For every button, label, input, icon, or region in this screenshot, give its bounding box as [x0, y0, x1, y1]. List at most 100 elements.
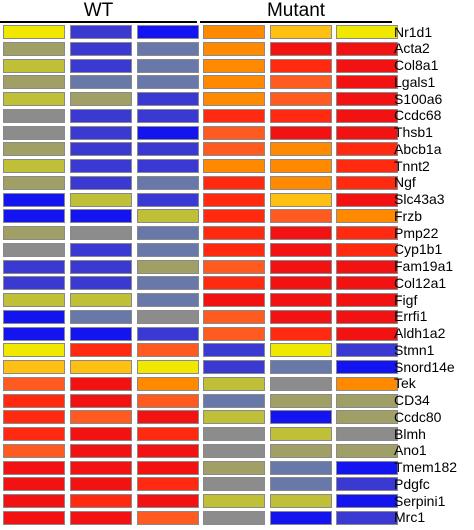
heatmap-cell [137, 41, 199, 56]
heatmap-cell [336, 175, 398, 190]
heatmap-cell [270, 226, 332, 240]
heatmap-cell [270, 108, 332, 123]
gene-label: Snord14e [394, 358, 455, 375]
heatmap-cell [3, 175, 65, 190]
heatmap-cell [3, 343, 65, 358]
heatmap-cell [3, 242, 65, 257]
heatmap-cell [70, 226, 132, 240]
heatmap-cell [3, 360, 65, 374]
heatmap-cell [336, 209, 398, 224]
heatmap-cell [3, 226, 65, 240]
heatmap-cell [70, 175, 132, 190]
heatmap-cell [336, 293, 398, 307]
heatmap-cell [70, 58, 132, 73]
heatmap-cell [270, 75, 332, 90]
gene-label: Ccdc80 [394, 408, 442, 425]
heatmap-cell [270, 92, 332, 106]
gene-label: CD34 [394, 392, 430, 408]
heatmap-cell [270, 159, 332, 173]
heatmap-cell [137, 393, 199, 408]
heatmap-cell [70, 460, 132, 475]
heatmap-cell [203, 410, 265, 425]
gene-label: Mrc1 [394, 509, 426, 526]
heatmap-cell [203, 192, 265, 207]
heatmap-cell [336, 477, 398, 492]
heatmap-cell [3, 293, 65, 307]
heatmap-cell [203, 293, 265, 307]
heatmap-cell [270, 360, 332, 374]
heatmap-cell [70, 326, 132, 341]
heatmap-cell [336, 192, 398, 207]
heatmap-cell [137, 226, 199, 240]
heatmap-cell [3, 326, 65, 341]
heatmap-cell [3, 75, 65, 90]
heatmap-cell [137, 410, 199, 425]
heatmap-cell [336, 460, 398, 475]
heatmap-cell [70, 259, 132, 274]
heatmap-cell [270, 376, 332, 391]
heatmap-cell [336, 25, 398, 39]
heatmap-cell [336, 326, 398, 341]
heatmap-cell [3, 494, 65, 508]
heatmap-cell [336, 494, 398, 508]
heatmap-cell [270, 460, 332, 475]
heatmap-cell [3, 41, 65, 56]
heatmap-cell [3, 108, 65, 123]
heatmap-cell [203, 343, 265, 358]
gene-label: Slc43a3 [394, 191, 445, 207]
heatmap-cell [70, 159, 132, 173]
heatmap-cell [137, 376, 199, 391]
gene-label: S100a6 [394, 90, 443, 107]
heatmap-cell [270, 41, 332, 56]
heatmap-cell [70, 276, 132, 291]
heatmap-cell [3, 376, 65, 391]
heatmap-cell [270, 443, 332, 458]
heatmap-cell [137, 460, 199, 475]
heatmap-cell [3, 58, 65, 73]
heatmap-cell [70, 477, 132, 492]
heatmap-cell [3, 443, 65, 458]
gene-label: Figf [394, 291, 418, 308]
heatmap-cell [203, 142, 265, 157]
heatmap-cell [137, 276, 199, 291]
heatmap-cell [270, 494, 332, 508]
heatmap-cell [336, 360, 398, 374]
heatmap-cell [3, 92, 65, 106]
heatmap-cell [203, 276, 265, 291]
heatmap-cell [70, 376, 132, 391]
heatmap-cell [270, 309, 332, 324]
heatmap-cell [137, 175, 199, 190]
heatmap-cell [137, 309, 199, 324]
heatmap-cell [3, 460, 65, 475]
heatmap-cell [137, 92, 199, 106]
heatmap-cell [270, 293, 332, 307]
heatmap-cell [270, 393, 332, 408]
gene-label: Col12a1 [394, 274, 447, 291]
heatmap-cell [70, 443, 132, 458]
gene-label: Frzb [394, 207, 422, 224]
heatmap-cell [270, 25, 332, 39]
heatmap-cell [336, 75, 398, 90]
heatmap-cell [203, 309, 265, 324]
heatmap-cell [70, 410, 132, 425]
heatmap-cell [203, 326, 265, 341]
gene-label: Stmn1 [394, 341, 435, 358]
heatmap-cell [137, 259, 199, 274]
heatmap-cell [336, 108, 398, 123]
gene-label: Ngf [394, 174, 416, 191]
heatmap-cell [203, 75, 265, 90]
heatmap-cell [270, 326, 332, 341]
heatmap-cell [270, 410, 332, 425]
heatmap-cell [137, 58, 199, 73]
heatmap-cell [336, 393, 398, 408]
heatmap-cell [336, 376, 398, 391]
heatmap-cell [70, 108, 132, 123]
heatmap-cell [137, 75, 199, 90]
gene-label: Nr1d1 [394, 23, 433, 40]
heatmap-cell [70, 142, 132, 157]
heatmap-cell [270, 209, 332, 224]
heatmap-cell [203, 159, 265, 173]
heatmap-cell [203, 376, 265, 391]
gene-label: Tmem182 [394, 459, 458, 475]
